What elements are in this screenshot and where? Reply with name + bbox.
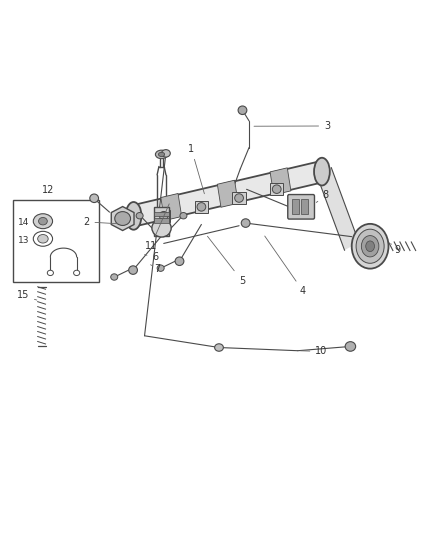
Ellipse shape: [155, 150, 168, 159]
Text: 2: 2: [83, 217, 118, 227]
Polygon shape: [111, 207, 134, 230]
Text: 15: 15: [17, 290, 37, 301]
Ellipse shape: [235, 194, 244, 203]
Ellipse shape: [129, 266, 138, 274]
Ellipse shape: [241, 219, 250, 228]
Ellipse shape: [157, 265, 164, 271]
Text: 8: 8: [316, 190, 329, 203]
Text: 14: 14: [18, 218, 29, 227]
Ellipse shape: [197, 203, 206, 211]
Bar: [154, 207, 170, 236]
Ellipse shape: [136, 213, 143, 219]
Polygon shape: [317, 168, 359, 250]
Polygon shape: [132, 161, 324, 227]
Ellipse shape: [159, 212, 168, 220]
Ellipse shape: [38, 235, 48, 243]
Text: 7: 7: [151, 264, 161, 274]
Ellipse shape: [90, 194, 99, 203]
FancyBboxPatch shape: [288, 195, 314, 219]
Text: 1: 1: [188, 144, 205, 193]
Ellipse shape: [33, 231, 53, 246]
Text: 10: 10: [300, 346, 328, 357]
Bar: [154, 212, 170, 216]
Ellipse shape: [162, 150, 170, 157]
Bar: [292, 199, 299, 214]
Bar: [301, 199, 308, 214]
Bar: [270, 183, 283, 195]
Polygon shape: [161, 193, 182, 221]
Ellipse shape: [111, 274, 118, 280]
Ellipse shape: [345, 342, 356, 351]
Text: 11: 11: [145, 204, 169, 252]
Ellipse shape: [115, 212, 131, 225]
Bar: [157, 210, 170, 222]
Ellipse shape: [74, 270, 80, 276]
Text: 6: 6: [145, 252, 159, 262]
Text: 3: 3: [254, 121, 330, 131]
Ellipse shape: [126, 202, 141, 230]
Ellipse shape: [352, 224, 389, 269]
Ellipse shape: [152, 219, 171, 237]
Ellipse shape: [361, 236, 379, 257]
Ellipse shape: [47, 270, 53, 276]
Ellipse shape: [175, 257, 184, 265]
Ellipse shape: [366, 241, 374, 252]
Text: 13: 13: [18, 236, 29, 245]
Bar: [154, 219, 170, 223]
Ellipse shape: [356, 229, 384, 263]
Polygon shape: [270, 168, 291, 195]
Ellipse shape: [180, 213, 187, 219]
Text: 9: 9: [391, 244, 400, 255]
Bar: [13, 200, 99, 282]
Ellipse shape: [33, 214, 53, 229]
Text: 4: 4: [265, 236, 306, 296]
Ellipse shape: [272, 185, 281, 193]
Text: 12: 12: [42, 185, 54, 196]
Ellipse shape: [215, 344, 223, 351]
Ellipse shape: [346, 343, 355, 350]
Text: 5: 5: [208, 236, 245, 286]
Polygon shape: [217, 180, 238, 207]
Ellipse shape: [159, 152, 165, 157]
Ellipse shape: [314, 158, 330, 185]
Ellipse shape: [39, 217, 47, 225]
Ellipse shape: [238, 106, 247, 115]
Bar: [195, 201, 208, 213]
Bar: [233, 192, 246, 204]
